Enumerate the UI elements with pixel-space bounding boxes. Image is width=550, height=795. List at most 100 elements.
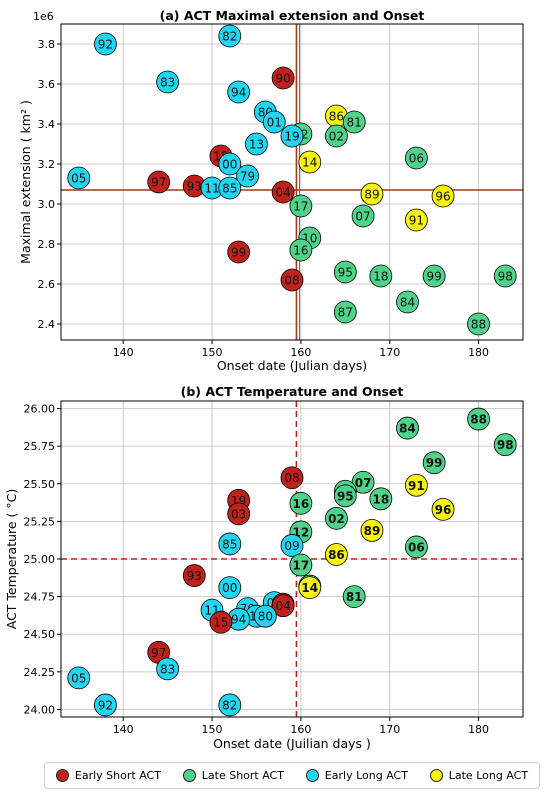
point-a-99-31 — [227, 240, 251, 264]
y-tick-label-a-3-0: 3.0 — [38, 198, 56, 211]
point-b-80-33 — [253, 604, 277, 628]
point-a-18-33 — [369, 264, 393, 288]
point-label-b-94-34: 94 — [231, 613, 246, 627]
point-label-b-08-4: 08 — [284, 471, 299, 485]
point-label-b-82-40: 82 — [222, 698, 237, 712]
point-label-b-03-13: 03 — [231, 507, 246, 521]
point-b-84-1 — [396, 416, 419, 440]
y-tick-label-a-3-8: 3.8 — [38, 38, 56, 51]
point-label-b-92-39: 92 — [98, 698, 113, 712]
point-b-92-39 — [94, 693, 117, 717]
point-b-91-6 — [404, 473, 428, 497]
point-a-17-26 — [289, 194, 313, 218]
legend-swatch-late-long — [429, 769, 443, 782]
y-tick-label-b-24-75: 24.75 — [24, 591, 56, 604]
x-tick-label-a-180: 180 — [468, 346, 489, 359]
point-label-a-98-35: 98 — [498, 270, 513, 284]
point-b-85-17 — [218, 532, 242, 556]
point-a-96-25 — [431, 184, 455, 208]
legend-swatch-late-short — [182, 769, 196, 782]
point-a-82-1 — [218, 24, 242, 48]
x-tick-label-b-140: 140 — [113, 723, 134, 736]
point-label-b-14-24: 14 — [301, 581, 318, 595]
point-a-91-28 — [404, 208, 428, 232]
point-b-15-35 — [209, 610, 233, 634]
axes-frame-a — [60, 23, 524, 341]
point-a-81-8 — [342, 110, 366, 134]
point-a-05-18 — [67, 166, 91, 190]
point-a-89-24 — [360, 182, 384, 206]
point-label-a-11-21: 11 — [204, 182, 219, 196]
legend-swatch-early-long — [305, 769, 319, 782]
point-label-b-02-14: 02 — [328, 512, 345, 526]
point-label-a-99-31: 99 — [231, 246, 246, 260]
point-label-b-06-19: 06 — [408, 540, 425, 554]
point-a-84-37 — [396, 290, 419, 314]
point-b-05-38 — [67, 666, 91, 690]
point-a-16-30 — [289, 238, 313, 262]
panel-b: 8884989908079187951819169603028912850906… — [4, 384, 524, 751]
y-axis-label-b: ACT Temperature ( °C) — [4, 489, 19, 630]
point-b-02-14 — [325, 506, 348, 530]
x-tick-label-b-150: 150 — [202, 723, 223, 736]
x-tick-label-a-140: 140 — [113, 346, 134, 359]
point-a-90-3 — [271, 66, 295, 90]
x-tick-label-b-180: 180 — [468, 723, 489, 736]
x-tick-label-a-170: 170 — [379, 346, 400, 359]
point-label-a-14-16: 14 — [302, 156, 317, 170]
point-b-16-11 — [289, 491, 313, 515]
point-label-b-05-38: 05 — [71, 671, 86, 685]
point-b-18-9 — [369, 487, 393, 511]
x-axis-label-a: Onset date (Julian days) — [217, 358, 367, 373]
point-label-b-16-11: 16 — [293, 497, 310, 511]
point-b-89-15 — [360, 519, 384, 542]
point-b-09-18 — [280, 534, 304, 557]
point-b-00-25 — [218, 576, 242, 599]
point-label-a-16-30: 16 — [293, 244, 308, 258]
point-a-85-22 — [218, 176, 242, 200]
point-label-b-97-36: 97 — [151, 646, 166, 660]
point-label-a-96-25: 96 — [435, 190, 450, 204]
x-tick-label-a-150: 150 — [202, 346, 223, 359]
legend-label-late-short: Late Short ACT — [201, 769, 284, 782]
point-a-83-2 — [156, 70, 180, 94]
point-b-03-13 — [227, 502, 251, 526]
point-label-a-99-34: 99 — [427, 270, 442, 284]
point-a-92-0 — [94, 32, 117, 56]
point-b-14-24 — [298, 576, 322, 599]
point-label-a-95-32: 95 — [338, 266, 353, 280]
point-a-06-14 — [404, 146, 428, 170]
point-label-a-88-39: 88 — [471, 318, 486, 332]
point-label-a-92-0: 92 — [98, 38, 113, 52]
point-label-a-06-14: 06 — [409, 152, 424, 166]
point-label-a-18-33: 18 — [373, 270, 388, 284]
point-a-07-27 — [351, 204, 375, 228]
point-label-a-00-15: 00 — [222, 158, 237, 172]
point-label-b-99-3: 99 — [426, 456, 443, 470]
point-label-a-93-20: 93 — [187, 180, 202, 194]
legend-swatch-early-short — [55, 769, 69, 782]
point-label-a-83-2: 83 — [160, 76, 175, 90]
point-a-13-12 — [245, 132, 268, 156]
legend-label-late-long: Late Long ACT — [448, 769, 529, 782]
point-label-a-17-26: 17 — [293, 200, 308, 214]
y-tick-label-b-24-50: 24.50 — [24, 628, 56, 641]
point-label-b-95-8: 95 — [337, 489, 354, 503]
point-b-93-22 — [182, 564, 206, 587]
point-label-b-17-21: 17 — [293, 559, 310, 573]
point-label-a-07-27: 07 — [355, 210, 370, 224]
legend-item-early-short: Early Short ACT — [55, 769, 161, 782]
point-label-a-01-6: 01 — [267, 116, 282, 130]
point-a-01-6 — [262, 110, 286, 134]
point-b-96-12 — [431, 497, 455, 521]
point-a-14-16 — [298, 150, 322, 174]
point-label-b-81-26: 81 — [346, 590, 363, 604]
point-b-17-21 — [289, 553, 313, 577]
point-label-b-88-0: 88 — [470, 413, 487, 427]
point-a-97-19 — [147, 170, 171, 194]
y-tick-label-a-2-6: 2.6 — [38, 278, 56, 291]
point-label-a-89-24: 89 — [364, 188, 379, 202]
point-b-99-3 — [422, 451, 446, 475]
point-label-b-85-17: 85 — [222, 537, 237, 551]
y-tick-label-a-2-4: 2.4 — [38, 318, 56, 331]
